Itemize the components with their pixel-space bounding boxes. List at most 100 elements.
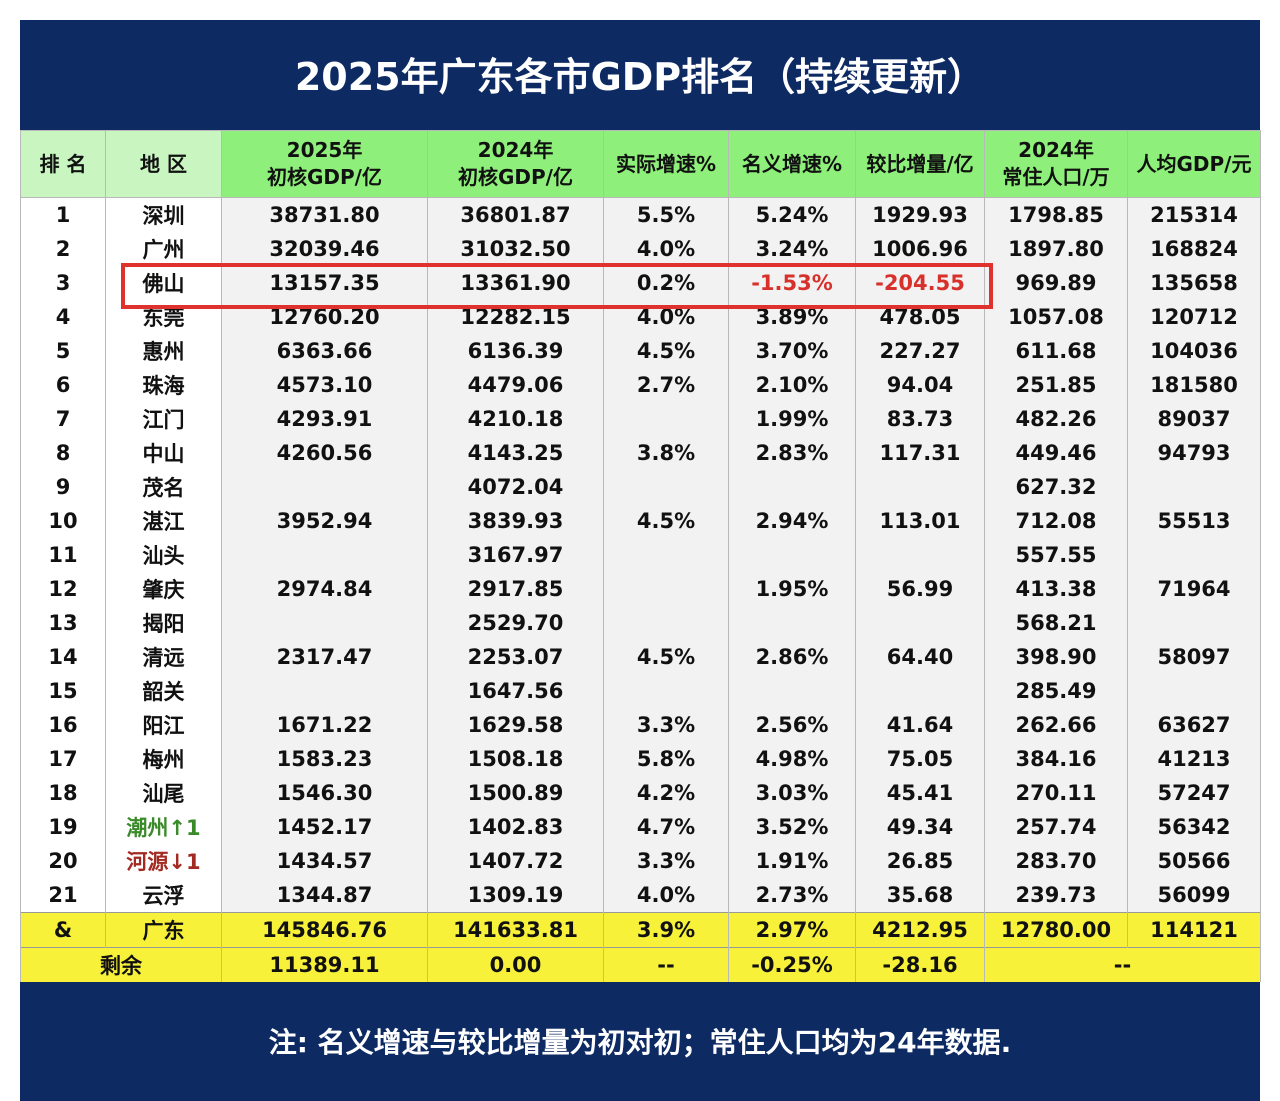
cell-population-2024: 251.85	[984, 368, 1128, 402]
cell-population-2024: 1897.80	[984, 232, 1128, 266]
cell-gdp-2025: 12760.20	[221, 300, 428, 334]
cell-increase: 227.27	[855, 334, 985, 368]
table-row: 3 佛山 13157.35 13361.90 0.2% -1.53% -204.55 969.…	[20, 266, 1261, 300]
cell-nominal-growth: 3.03%	[728, 776, 856, 810]
cell-gdp-2025: 1671.22	[221, 708, 428, 742]
cell-gdp-2025: 2317.47	[221, 640, 428, 674]
cell-region: 清远	[105, 640, 222, 674]
cell-population-2024: 239.73	[984, 878, 1128, 913]
remainder-increase: -28.16	[855, 947, 985, 982]
cell-nominal-growth: 2.73%	[728, 878, 856, 913]
header-gdp-2024: 2024年 初核GDP/亿	[427, 130, 604, 198]
cell-gdp-2024: 3839.93	[427, 504, 604, 538]
cell-nominal-growth: 2.94%	[728, 504, 856, 538]
cell-region: 云浮	[105, 878, 222, 913]
cell-gdp-per-capita: 120712	[1127, 300, 1261, 334]
cell-gdp-2024: 13361.90	[427, 266, 604, 300]
cell-population-2024: 611.68	[984, 334, 1128, 368]
cell-gdp-2025: 1344.87	[221, 878, 428, 913]
cell-region: 河源↓1	[105, 844, 222, 878]
cell-increase	[855, 470, 985, 504]
cell-rank: 14	[20, 640, 106, 674]
cell-population-2024: 285.49	[984, 674, 1128, 708]
cell-rank: 10	[20, 504, 106, 538]
cell-increase: 94.04	[855, 368, 985, 402]
cell-gdp-per-capita: 104036	[1127, 334, 1261, 368]
cell-gdp-2024: 4479.06	[427, 368, 604, 402]
cell-region: 广州	[105, 232, 222, 266]
cell-real-growth: 4.5%	[603, 334, 729, 368]
cell-increase: 117.31	[855, 436, 985, 470]
cell-nominal-growth: 2.97%	[728, 912, 856, 948]
cell-gdp-per-capita: 63627	[1127, 708, 1261, 742]
cell-region: 中山	[105, 436, 222, 470]
cell-gdp-2025	[221, 674, 428, 708]
cell-nominal-growth: 2.83%	[728, 436, 856, 470]
cell-gdp-2024: 2253.07	[427, 640, 604, 674]
cell-gdp-2025: 3952.94	[221, 504, 428, 538]
cell-real-growth	[603, 402, 729, 436]
cell-population-2024: 398.90	[984, 640, 1128, 674]
cell-real-growth: 3.3%	[603, 844, 729, 878]
cell-gdp-per-capita: 114121	[1127, 912, 1261, 948]
cell-rank: 4	[20, 300, 106, 334]
footer-note: 注: 名义增速与较比增量为初对初；常住人口均为24年数据.	[268, 1026, 1012, 1059]
cell-gdp-2024: 141633.81	[427, 912, 604, 948]
cell-rank: 5	[20, 334, 106, 368]
cell-rank: 8	[20, 436, 106, 470]
cell-region: 珠海	[105, 368, 222, 402]
cell-increase: 1006.96	[855, 232, 985, 266]
cell-population-2024: 568.21	[984, 606, 1128, 640]
cell-region: 揭阳	[105, 606, 222, 640]
remainder-gdp2025: 11389.11	[221, 947, 428, 982]
cell-real-growth	[603, 538, 729, 572]
table-row: 10 湛江 3952.94 3839.93 4.5% 2.94% 113.01 712.08 5…	[20, 504, 1261, 538]
cell-gdp-per-capita: 135658	[1127, 266, 1261, 300]
cell-increase: 35.68	[855, 878, 985, 913]
remainder-gdp2024: 0.00	[427, 947, 604, 982]
cell-population-2024: 413.38	[984, 572, 1128, 606]
cell-population-2024: 449.46	[984, 436, 1128, 470]
cell-nominal-growth: 2.86%	[728, 640, 856, 674]
header-gdp-2025: 2025年 初核GDP/亿	[221, 130, 428, 198]
cell-gdp-2024: 36801.87	[427, 197, 604, 232]
cell-gdp-2025	[221, 606, 428, 640]
cell-gdp-2025	[221, 538, 428, 572]
cell-rank: 17	[20, 742, 106, 776]
cell-nominal-growth: 3.70%	[728, 334, 856, 368]
cell-rank: 12	[20, 572, 106, 606]
cell-rank: 16	[20, 708, 106, 742]
cell-region: 汕尾	[105, 776, 222, 810]
total-row: & 广东 145846.76 141633.81 3.9% 2.97% 4212.95 127…	[20, 912, 1261, 948]
cell-gdp-2024: 1309.19	[427, 878, 604, 913]
cell-gdp-2024: 31032.50	[427, 232, 604, 266]
cell-real-growth: 4.0%	[603, 878, 729, 913]
cell-population-2024: 627.32	[984, 470, 1128, 504]
cell-region: 广东	[105, 912, 222, 948]
table-row: 9 茂名 4072.04 627.32	[20, 470, 1261, 504]
cell-increase	[855, 538, 985, 572]
cell-gdp-2025	[221, 470, 428, 504]
page-title: 2025年广东各市GDP排名（持续更新）	[294, 55, 986, 99]
cell-gdp-2024: 2917.85	[427, 572, 604, 606]
table-row: 8 中山 4260.56 4143.25 3.8% 2.83% 117.31 449.46 94…	[20, 436, 1261, 470]
cell-increase: 4212.95	[855, 912, 985, 948]
table-row: 15 韶关 1647.56 285.49	[20, 674, 1261, 708]
cell-real-growth	[603, 606, 729, 640]
cell-gdp-per-capita: 41213	[1127, 742, 1261, 776]
header-real-growth: 实际增速%	[603, 130, 729, 198]
table-row: 4 东莞 12760.20 12282.15 4.0% 3.89% 478.05 1057.0…	[20, 300, 1261, 334]
cell-nominal-growth	[728, 538, 856, 572]
cell-population-2024: 384.16	[984, 742, 1128, 776]
cell-increase: 49.34	[855, 810, 985, 844]
cell-gdp-2024: 6136.39	[427, 334, 604, 368]
cell-gdp-per-capita: 89037	[1127, 402, 1261, 436]
cell-region: 深圳	[105, 197, 222, 232]
header-gdp-per-capita: 人均GDP/元	[1127, 130, 1261, 198]
cell-gdp-per-capita: 181580	[1127, 368, 1261, 402]
table-row: 7 江门 4293.91 4210.18 1.99% 83.73 482.26 89037	[20, 402, 1261, 436]
cell-nominal-growth: 1.99%	[728, 402, 856, 436]
table-row: 1 深圳 38731.80 36801.87 5.5% 5.24% 1929.93 1798.…	[20, 197, 1261, 232]
cell-region: 肇庆	[105, 572, 222, 606]
table-row: 13 揭阳 2529.70 568.21	[20, 606, 1261, 640]
